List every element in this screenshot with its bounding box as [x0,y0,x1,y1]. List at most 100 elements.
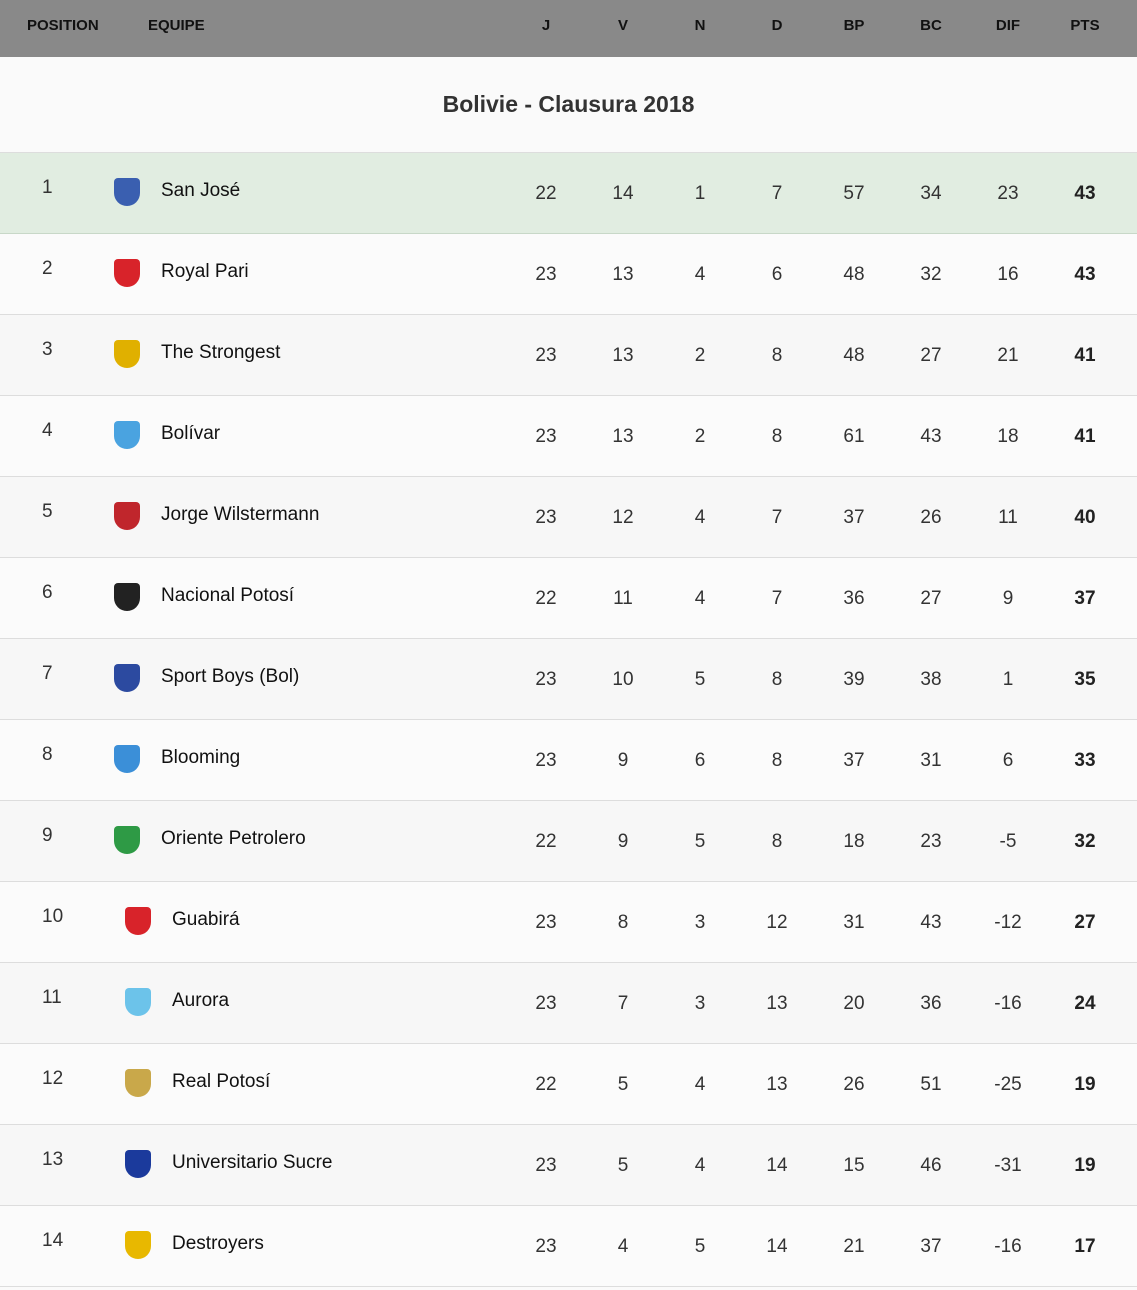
stat-goals-against: 36 [920,993,942,1014]
stat-played: 23 [535,507,557,528]
table-row[interactable]: 2 Royal Pari 23 13 4 6 48 32 16 43 [0,234,1137,315]
team-name[interactable]: San José [161,180,241,201]
stat-goal-diff: 1 [1002,669,1014,690]
table-row[interactable]: 13 Universitario Sucre 23 5 4 14 15 46 -31 19 [0,1125,1137,1206]
header-points[interactable]: PTS [1070,17,1100,34]
stat-goals-for: 37 [843,507,865,528]
stat-played: 23 [535,345,557,366]
team-name[interactable]: Oriente Petrolero [161,828,306,849]
team-name[interactable]: Destroyers [172,1233,264,1254]
header-drawn[interactable]: N [694,17,706,34]
table-row[interactable]: 12 Real Potosí 22 5 4 13 26 51 -25 19 [0,1044,1137,1125]
table-row[interactable]: 9 Oriente Petrolero 22 9 5 8 18 23 -5 32 [0,801,1137,882]
team-name[interactable]: Bolívar [161,423,221,444]
stat-played: 22 [535,831,557,852]
stat-drawn: 4 [694,264,706,285]
stat-lost: 8 [771,426,783,447]
team-name[interactable]: The Strongest [161,342,281,363]
team-logo-icon [114,340,140,368]
header-lost[interactable]: D [771,17,783,34]
stat-goals-for: 18 [843,831,865,852]
stat-goal-diff: -16 [994,993,1022,1014]
position: 10 [42,906,64,927]
stat-won: 13 [612,345,634,366]
header-goal-diff[interactable]: DIF [995,17,1021,34]
stat-played: 23 [535,669,557,690]
team-name[interactable]: Guabirá [172,909,240,930]
stat-played: 22 [535,588,557,609]
table-row[interactable]: 3 The Strongest 23 13 2 8 48 27 21 41 [0,315,1137,396]
stat-goals-against: 37 [920,1236,942,1257]
stat-drawn: 4 [694,588,706,609]
team-name[interactable]: Blooming [161,747,241,768]
stat-won: 5 [617,1155,629,1176]
stat-goals-for: 26 [843,1074,865,1095]
team-logo-icon [114,826,140,854]
stat-lost: 13 [766,1074,788,1095]
stat-drawn: 3 [694,912,706,933]
stat-played: 22 [535,1074,557,1095]
stat-goal-diff: -25 [994,1074,1022,1095]
table-row[interactable]: 11 Aurora 23 7 3 13 20 36 -16 24 [0,963,1137,1044]
stat-goals-for: 36 [843,588,865,609]
stat-drawn: 4 [694,1074,706,1095]
table-row[interactable]: 4 Bolívar 23 13 2 8 61 43 18 41 [0,396,1137,477]
stat-won: 13 [612,426,634,447]
stat-points: 24 [1074,993,1096,1014]
header-played[interactable]: J [541,17,551,34]
header-team[interactable]: EQUIPE [148,17,205,34]
team-name[interactable]: Jorge Wilstermann [161,504,320,525]
stat-won: 5 [617,1074,629,1095]
stat-lost: 8 [771,750,783,771]
table-row[interactable]: 14 Destroyers 23 4 5 14 21 37 -16 17 [0,1206,1137,1287]
team-name[interactable]: Aurora [172,990,230,1011]
stat-lost: 6 [771,264,783,285]
stat-goals-for: 57 [843,183,865,204]
team-name[interactable]: Real Potosí [172,1071,271,1092]
stat-drawn: 4 [694,1155,706,1176]
table-row[interactable]: 1 San José 22 14 1 7 57 34 23 43 [0,153,1137,234]
stat-goal-diff: 6 [1002,750,1014,771]
stat-goals-against: 27 [920,345,942,366]
stat-points: 17 [1074,1236,1096,1257]
team-logo-icon [114,745,140,773]
stat-drawn: 2 [694,345,706,366]
stat-goals-for: 61 [843,426,865,447]
stat-played: 23 [535,1236,557,1257]
table-row[interactable]: 8 Blooming 23 9 6 8 37 31 6 33 [0,720,1137,801]
stat-played: 23 [535,264,557,285]
stat-lost: 7 [771,183,783,204]
position: 8 [42,744,53,765]
table-row[interactable]: 7 Sport Boys (Bol) 23 10 5 8 39 38 1 35 [0,639,1137,720]
stat-goals-against: 43 [920,912,942,933]
stat-goals-against: 32 [920,264,942,285]
stat-won: 14 [612,183,634,204]
stat-goal-diff: 21 [997,345,1019,366]
stat-lost: 7 [771,588,783,609]
stat-goals-for: 20 [843,993,865,1014]
team-name[interactable]: Nacional Potosí [161,585,295,606]
header-goals-for[interactable]: BP [843,17,865,34]
team-logo-icon [125,1231,151,1259]
team-name[interactable]: Sport Boys (Bol) [161,666,300,687]
stat-drawn: 3 [694,993,706,1014]
position: 13 [42,1149,64,1170]
stat-won: 8 [617,912,629,933]
table-row[interactable]: 6 Nacional Potosí 22 11 4 7 36 27 9 37 [0,558,1137,639]
header-won[interactable]: V [617,17,628,34]
stat-points: 37 [1074,588,1096,609]
position: 5 [42,501,53,522]
team-logo-icon [114,259,140,287]
stat-won: 12 [612,507,634,528]
team-name[interactable]: Royal Pari [161,261,249,282]
position: 7 [42,663,53,684]
team-name[interactable]: Universitario Sucre [172,1152,333,1173]
table-row[interactable]: 10 Guabirá 23 8 3 12 31 43 -12 27 [0,882,1137,963]
table-row[interactable]: 5 Jorge Wilstermann 23 12 4 7 37 26 11 40 [0,477,1137,558]
header-position[interactable]: POSITION [27,17,99,34]
stat-played: 23 [535,426,557,447]
team-logo-icon [125,988,151,1016]
stat-points: 32 [1074,831,1096,852]
stat-goals-against: 26 [920,507,942,528]
header-goals-against[interactable]: BC [920,17,942,34]
